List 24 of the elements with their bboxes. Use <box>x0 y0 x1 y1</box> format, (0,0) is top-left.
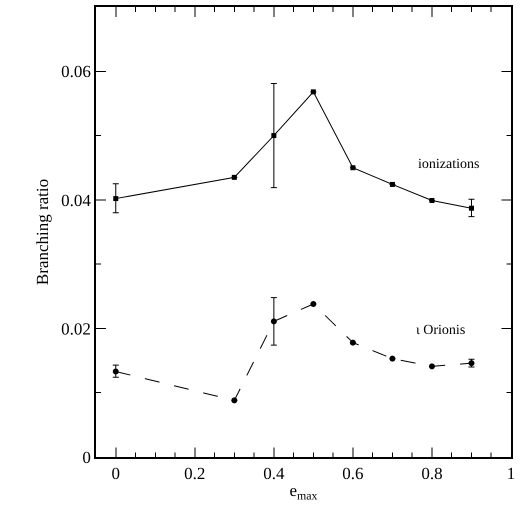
x-tick-label: 0.4 <box>263 464 285 484</box>
x-tick-label: 0.8 <box>421 464 443 484</box>
point <box>113 196 118 202</box>
y-axis-title: Branching ratio <box>33 178 52 286</box>
point <box>270 318 277 324</box>
point <box>310 301 316 307</box>
y-tick-label: 0.06 <box>61 62 91 82</box>
point <box>231 397 238 404</box>
y-tick-label: 0.04 <box>61 190 92 210</box>
series-label: ionizations <box>418 157 480 172</box>
y-tick-label: 0 <box>82 448 91 467</box>
point <box>271 133 276 138</box>
point <box>350 340 356 346</box>
series-label: ι Orionis <box>416 323 466 338</box>
point <box>428 363 435 370</box>
point <box>112 368 119 374</box>
x-tick-label: 0.2 <box>184 464 206 484</box>
x-tick-label: 1 <box>506 464 516 484</box>
point <box>468 206 474 211</box>
x-tick-label: 0.6 <box>342 464 364 484</box>
x-axis-title: e$_{max}$ <box>289 481 318 503</box>
x-tick-label: 0 <box>112 464 120 484</box>
point <box>389 356 396 362</box>
y-tick-label: 0.02 <box>61 319 91 338</box>
